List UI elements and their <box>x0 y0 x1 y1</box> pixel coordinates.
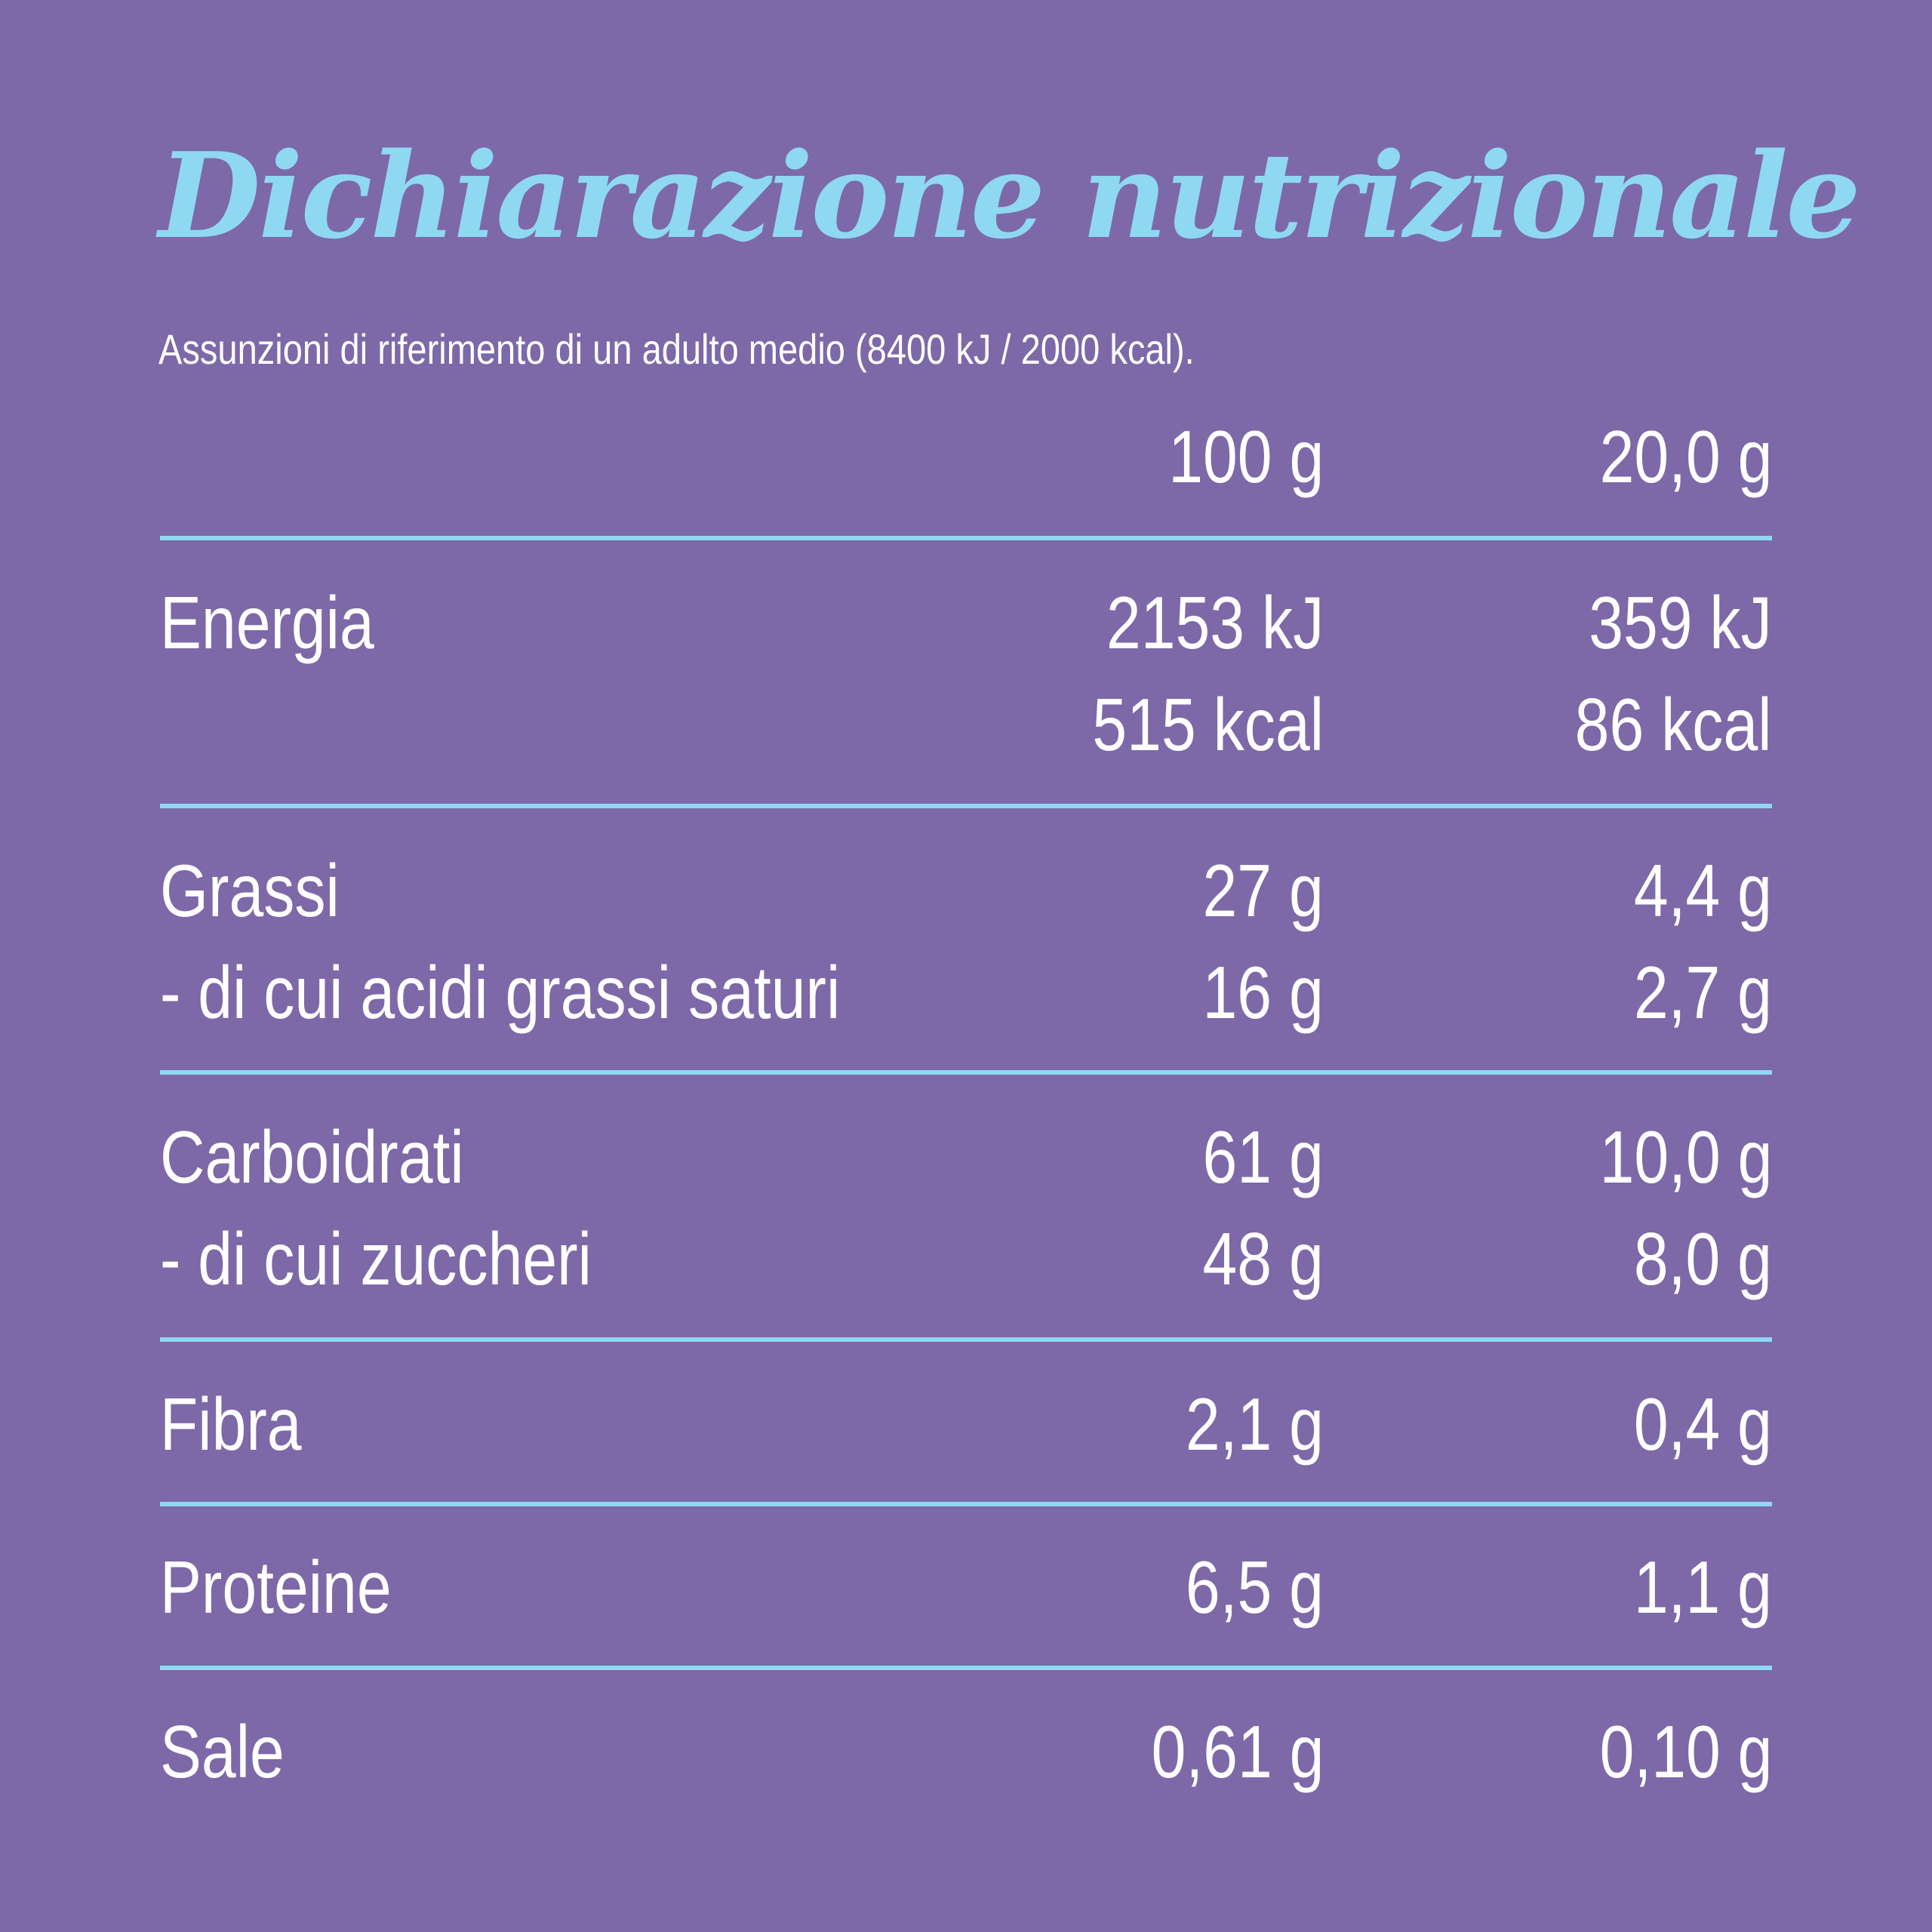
row-label-fibra: Fibra <box>160 1383 302 1466</box>
value-grassi-saturi-100g: 16 g <box>1202 951 1324 1034</box>
divider <box>160 1337 1772 1342</box>
value-energia-kcal-100g: 515 kcal <box>1092 683 1324 766</box>
divider <box>160 1070 1772 1075</box>
value-grassi-portion: 4,4 g <box>1633 849 1772 932</box>
row-label-zuccheri: - di cui zuccheri <box>160 1217 592 1300</box>
divider <box>160 804 1772 808</box>
header-col-per-portion: 20,0 g <box>1599 415 1772 498</box>
row-label-energia: Energia <box>160 581 374 664</box>
value-proteine-portion: 1,1 g <box>1633 1546 1772 1629</box>
row-label-carboidrati: Carboidrati <box>160 1115 464 1198</box>
row-label-grassi: Grassi <box>160 849 340 932</box>
value-zuccheri-portion: 8,0 g <box>1633 1217 1772 1300</box>
divider <box>160 1502 1772 1506</box>
header-col-per-100g: 100 g <box>1168 415 1324 498</box>
value-grassi-100g: 27 g <box>1202 849 1324 932</box>
value-sale-portion: 0,10 g <box>1599 1710 1772 1793</box>
page-title: Dichiarazione nutrizionale <box>158 127 1861 265</box>
row-label-proteine: Proteine <box>160 1546 392 1629</box>
value-zuccheri-100g: 48 g <box>1202 1217 1324 1300</box>
value-sale-100g: 0,61 g <box>1151 1710 1324 1793</box>
value-grassi-saturi-portion: 2,7 g <box>1633 951 1772 1034</box>
value-energia-kj-portion: 359 kJ <box>1589 581 1772 664</box>
divider <box>160 1666 1772 1670</box>
value-carboidrati-portion: 10,0 g <box>1599 1115 1772 1198</box>
value-energia-kj-100g: 2153 kJ <box>1106 581 1324 664</box>
value-fibra-portion: 0,4 g <box>1633 1383 1772 1466</box>
row-label-grassi-saturi: - di cui acidi grassi saturi <box>160 951 841 1034</box>
row-label-sale: Sale <box>160 1710 285 1793</box>
value-carboidrati-100g: 61 g <box>1202 1115 1324 1198</box>
reference-intake-note: Assunzioni di riferimento di un adulto m… <box>158 325 1195 373</box>
divider <box>160 536 1772 540</box>
value-energia-kcal-portion: 86 kcal <box>1575 683 1772 766</box>
value-fibra-100g: 2,1 g <box>1185 1383 1324 1466</box>
value-proteine-100g: 6,5 g <box>1185 1546 1324 1629</box>
